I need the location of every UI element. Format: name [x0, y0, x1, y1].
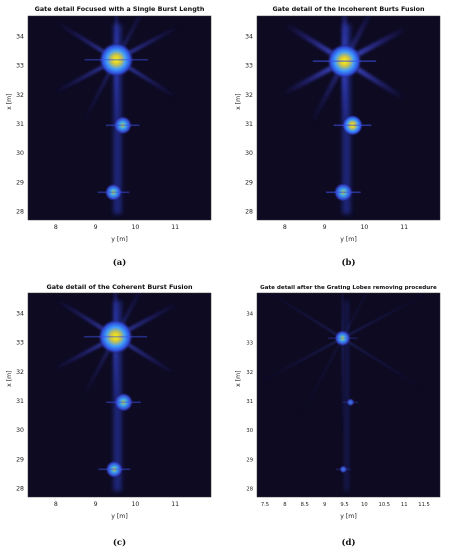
y-tick-label: 28: [246, 486, 253, 492]
x-axis-label: y [m]: [340, 513, 356, 520]
y-tick-label: 28: [16, 485, 24, 492]
x-axis-label: y [m]: [340, 236, 356, 243]
hotspot-sidelobe: [327, 337, 358, 339]
x-tick-label: 10: [361, 502, 368, 508]
y-tick-label: 30: [246, 428, 253, 434]
y-tick-label: 30: [245, 150, 253, 157]
y-tick-label: 31: [245, 121, 253, 128]
hotspot-sidelobe: [97, 191, 130, 194]
plot-frame: [256, 292, 441, 498]
x-tick-label: 7.5: [261, 502, 269, 508]
x-tick-label: 8: [54, 224, 58, 231]
panel-caption: (a): [113, 257, 127, 268]
y-tick-label: 32: [245, 92, 253, 99]
x-tick-label: 9: [94, 501, 98, 508]
y-tick-label: 29: [16, 179, 24, 186]
y-tick-label: 29: [245, 179, 253, 186]
heatmap-panel-2: Gate detail of the Incoherent Burts Fusi…: [235, 5, 441, 268]
y-tick-label: 28: [16, 208, 24, 215]
y-tick-label: 29: [246, 457, 253, 463]
y-tick-label: 32: [246, 370, 253, 376]
range-smear: [344, 301, 349, 491]
x-tick-label: 10.5: [379, 502, 391, 508]
hotspot-sidelobe: [343, 401, 358, 404]
chart-title: Gate detail of the Incoherent Burts Fusi…: [272, 5, 425, 13]
y-tick-label: 32: [16, 92, 24, 99]
plot-frame: [256, 15, 441, 221]
x-tick-label: 8: [54, 501, 58, 508]
scatter-image: [258, 293, 427, 491]
x-tick-label: 11: [171, 224, 179, 231]
hotspot-sidelobe: [326, 191, 361, 194]
plot-frame: [27, 292, 212, 498]
panel-caption: (d): [342, 537, 356, 548]
hotspot-sidelobe: [312, 60, 377, 62]
y-axis-label: x [m]: [6, 93, 13, 109]
chart-title: Gate detail after the Grating Lobes remo…: [260, 285, 437, 291]
heatmap-panel-4: Gate detail after the Grating Lobes remo…: [235, 285, 441, 548]
x-tick-label: 10: [360, 224, 368, 231]
scatter-image: [52, 293, 179, 491]
hotspot-1: [334, 329, 351, 347]
y-tick-label: 34: [245, 34, 253, 41]
y-tick-label: 33: [16, 63, 24, 70]
x-tick-label: 9: [323, 224, 327, 231]
y-tick-label: 34: [246, 312, 253, 318]
x-tick-label: 10: [131, 501, 139, 508]
chart-title: Gate detail Focused with a Single Burst …: [35, 5, 205, 13]
x-tick-label: 10: [131, 224, 139, 231]
y-tick-label: 31: [16, 398, 24, 405]
hotspot-sidelobe: [333, 124, 372, 127]
x-tick-label: 11: [171, 501, 179, 508]
y-tick-label: 28: [245, 208, 253, 215]
hotspot-sidelobe: [336, 468, 351, 471]
y-axis-label: x [m]: [235, 93, 242, 109]
hotspot-sidelobe: [84, 58, 148, 61]
x-tick-label: 9: [323, 502, 326, 508]
y-tick-label: 34: [16, 34, 24, 41]
y-axis-label: x [m]: [235, 370, 242, 386]
x-axis-label: y [m]: [111, 236, 127, 243]
x-tick-label: 11: [401, 502, 408, 508]
hotspot-3: [339, 465, 348, 474]
x-tick-label: 11: [400, 224, 408, 231]
y-tick-label: 30: [16, 150, 24, 157]
y-tick-label: 29: [16, 456, 24, 463]
x-tick-label: 11.5: [418, 502, 430, 508]
y-tick-label: 34: [16, 311, 24, 318]
x-tick-label: 9: [94, 224, 98, 231]
scatter-image: [53, 16, 179, 214]
chart-title: Gate detail of the Coherent Burst Fusion: [46, 283, 193, 291]
hotspot-2: [346, 398, 355, 407]
x-axis-label: y [m]: [111, 513, 127, 520]
x-tick-label: 8.5: [301, 502, 309, 508]
hotspot-sidelobe: [106, 401, 141, 404]
y-tick-label: 31: [246, 399, 253, 405]
y-tick-label: 31: [16, 121, 24, 128]
hotspot-sidelobe: [98, 468, 131, 471]
x-tick-label: 8: [283, 502, 286, 508]
plot-frame: [27, 15, 212, 221]
y-axis-label: x [m]: [6, 370, 13, 386]
hotspot-sidelobe: [105, 124, 140, 127]
heatmap-panel-3: Gate detail of the Coherent Burst Fusion…: [6, 283, 212, 548]
heatmap-panel-1: Gate detail Focused with a Single Burst …: [6, 5, 212, 268]
panel-caption: (b): [342, 257, 356, 268]
x-tick-label: 8: [283, 224, 287, 231]
y-tick-label: 33: [246, 341, 253, 347]
hotspot-sidelobe: [83, 335, 148, 338]
y-tick-label: 32: [16, 369, 24, 376]
y-tick-label: 30: [16, 427, 24, 434]
y-tick-label: 33: [16, 340, 24, 347]
x-tick-label: 9.5: [340, 502, 348, 508]
y-tick-label: 33: [245, 63, 253, 70]
panel-caption: (c): [113, 537, 126, 548]
scatter-image: [281, 16, 408, 214]
